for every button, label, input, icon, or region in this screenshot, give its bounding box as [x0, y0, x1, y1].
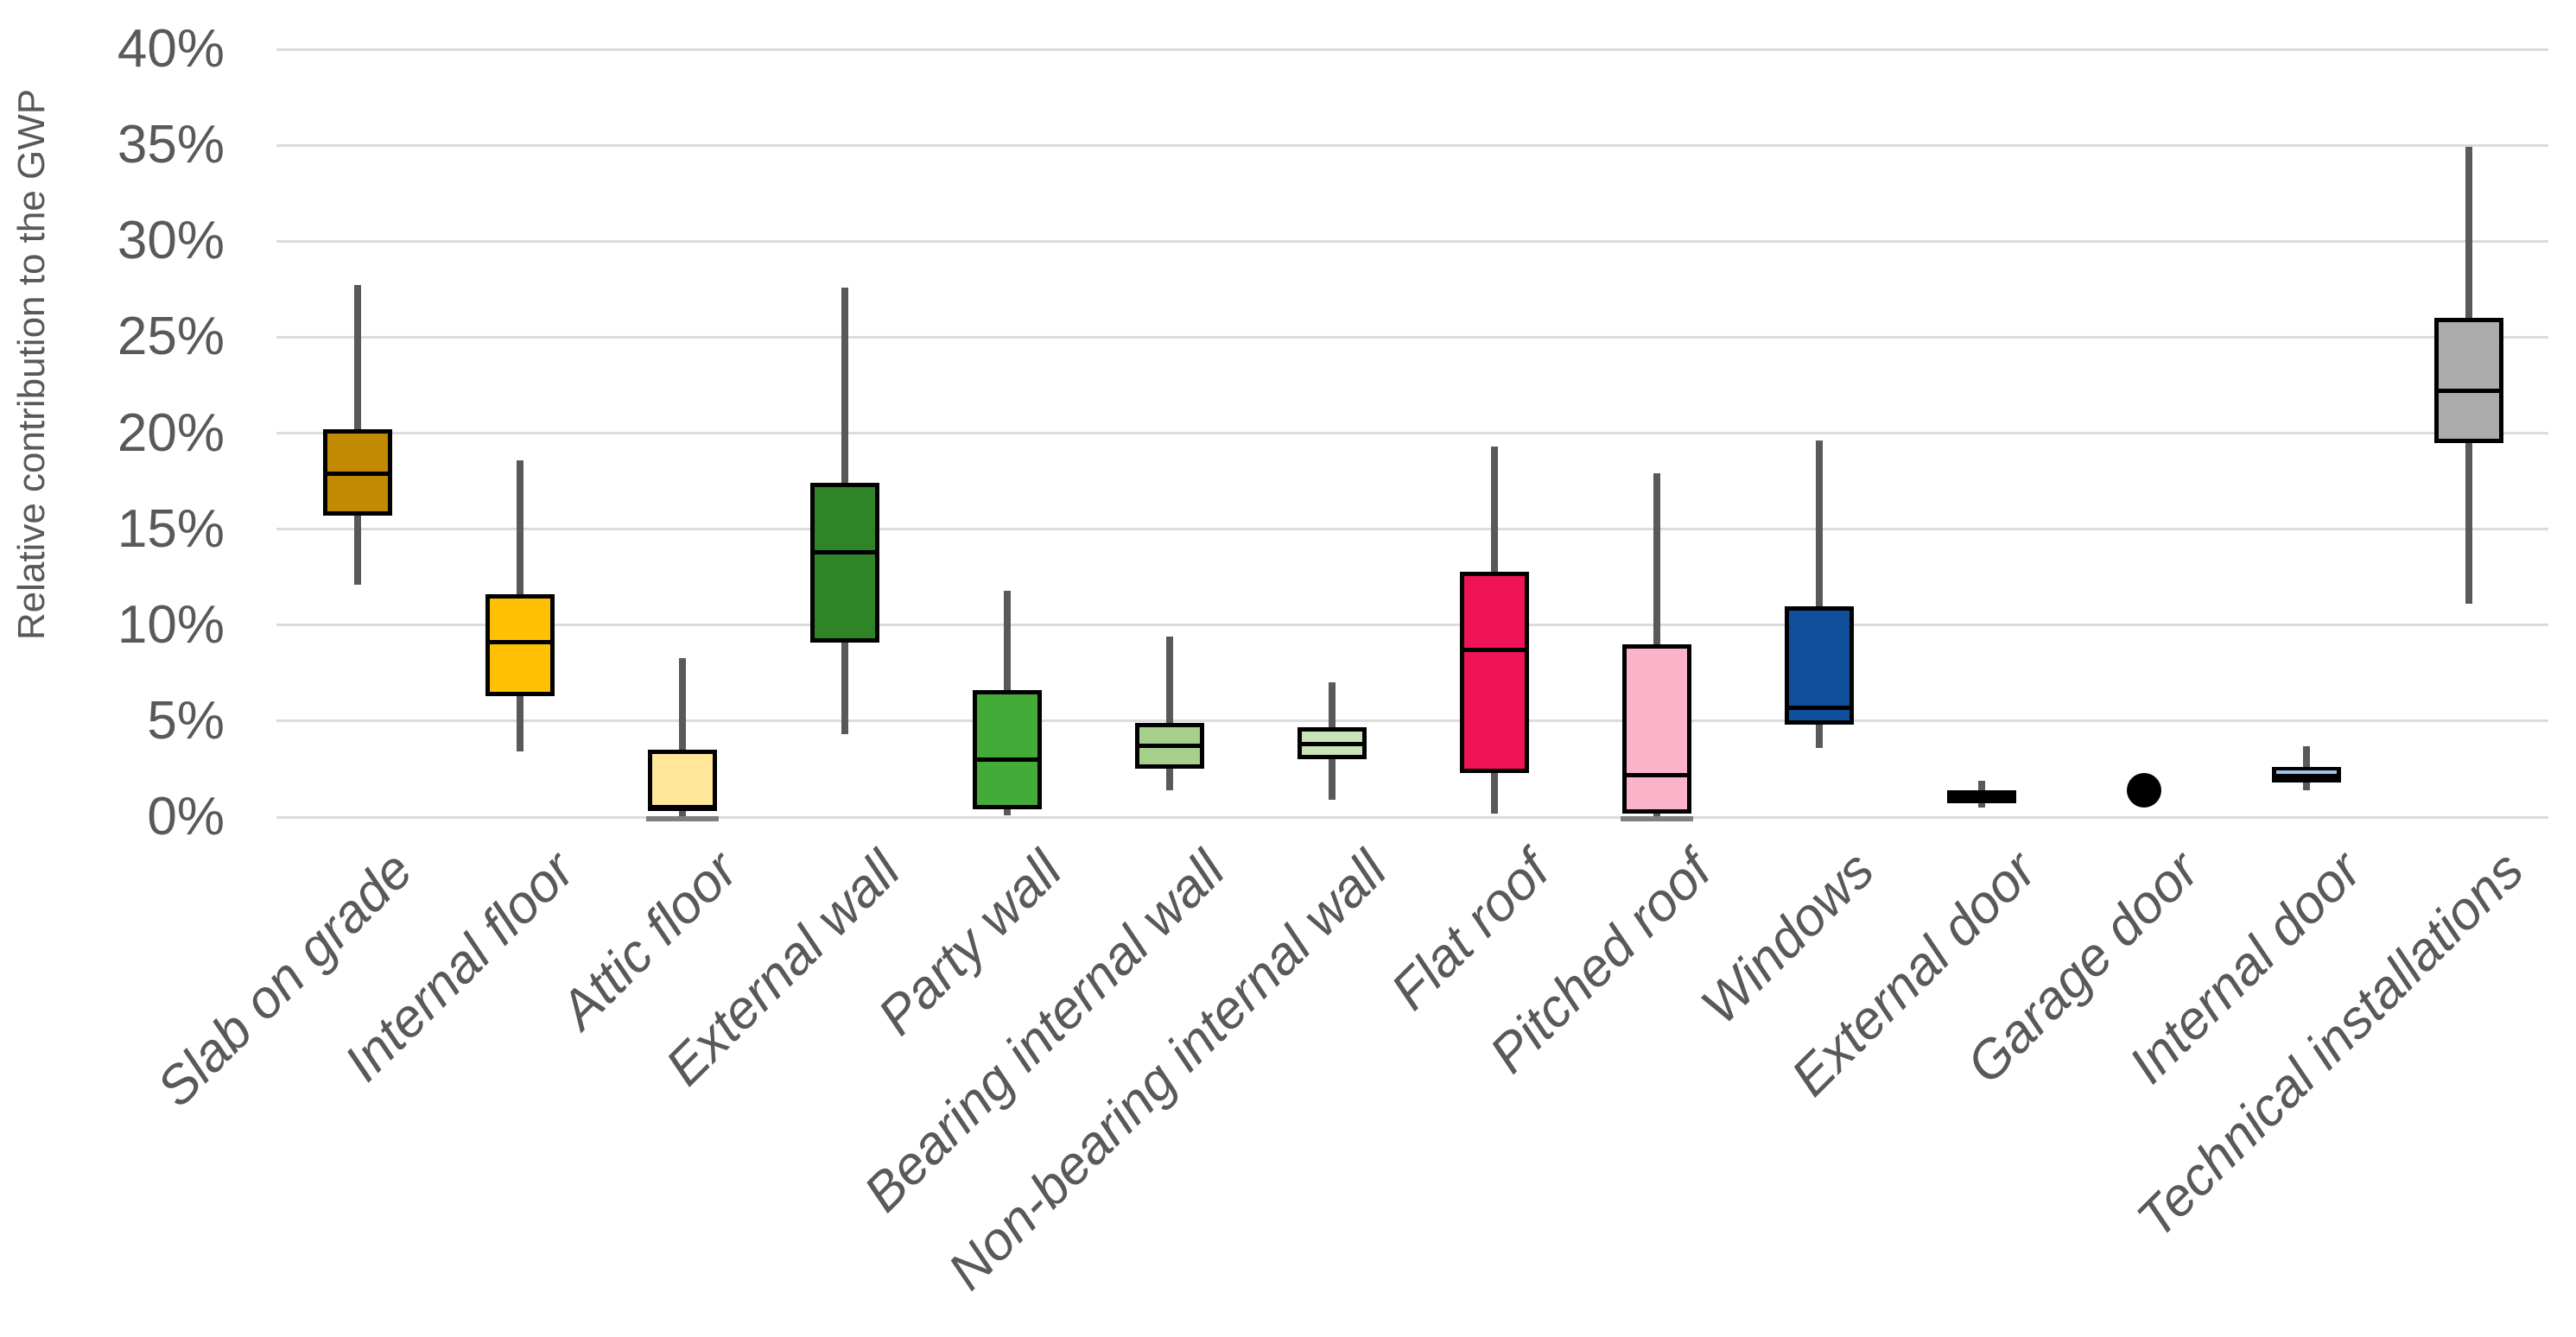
median-technical-installations: [2439, 389, 2499, 394]
min-cap-attic-floor: [646, 816, 719, 821]
median-flat-roof: [1464, 648, 1525, 653]
box-flat-roof: [1460, 571, 1529, 773]
median-internal-floor: [490, 640, 550, 645]
box-windows: [1785, 605, 1854, 726]
y-tick-30: 30%: [117, 211, 225, 271]
gridline-25: [276, 335, 2548, 339]
box-technical-installations: [2434, 318, 2503, 443]
median-bearing-internal-wall: [1139, 744, 1200, 749]
y-tick-10: 10%: [117, 594, 225, 655]
y-tick-40: 40%: [117, 19, 225, 79]
gridline-0: [276, 815, 2548, 819]
y-tick-20: 20%: [117, 402, 225, 463]
whisker-bearing-internal-wall: [1166, 637, 1173, 790]
gridline-40: [276, 48, 2548, 51]
gridline-5: [276, 719, 2548, 723]
median-non-bearing-internal-wall: [1302, 742, 1362, 747]
y-tick-15: 15%: [117, 498, 225, 559]
median-pitched-roof: [1627, 772, 1687, 777]
box-attic-floor: [648, 750, 717, 812]
median-external-wall: [815, 549, 875, 554]
gridline-35: [276, 143, 2548, 147]
box-pitched-roof: [1622, 643, 1691, 814]
gridline-20: [276, 432, 2548, 434]
y-tick-35: 35%: [117, 115, 225, 175]
min-cap-pitched-roof: [1621, 816, 1693, 821]
gridline-10: [276, 624, 2548, 627]
median-external-door: [1951, 795, 2012, 801]
point-garage-door: [2127, 772, 2161, 808]
y-tick-0: 0%: [147, 787, 225, 846]
box-external-wall: [810, 483, 879, 643]
median-party-wall: [977, 757, 1037, 762]
whisker-attic-floor: [679, 657, 686, 817]
box-party-wall: [973, 690, 1042, 810]
gridline-15: [276, 528, 2548, 531]
box-internal-floor: [485, 594, 555, 696]
y-tick-25: 25%: [117, 307, 225, 367]
whisker-windows: [1816, 440, 1823, 748]
median-slab-on-grade: [327, 471, 388, 476]
median-attic-floor: [652, 805, 713, 810]
median-windows: [1789, 705, 1850, 710]
box-internal-door: [2272, 767, 2341, 783]
y-tick-5: 5%: [147, 690, 225, 751]
gridline-30: [276, 239, 2548, 243]
median-internal-door: [2276, 770, 2337, 775]
